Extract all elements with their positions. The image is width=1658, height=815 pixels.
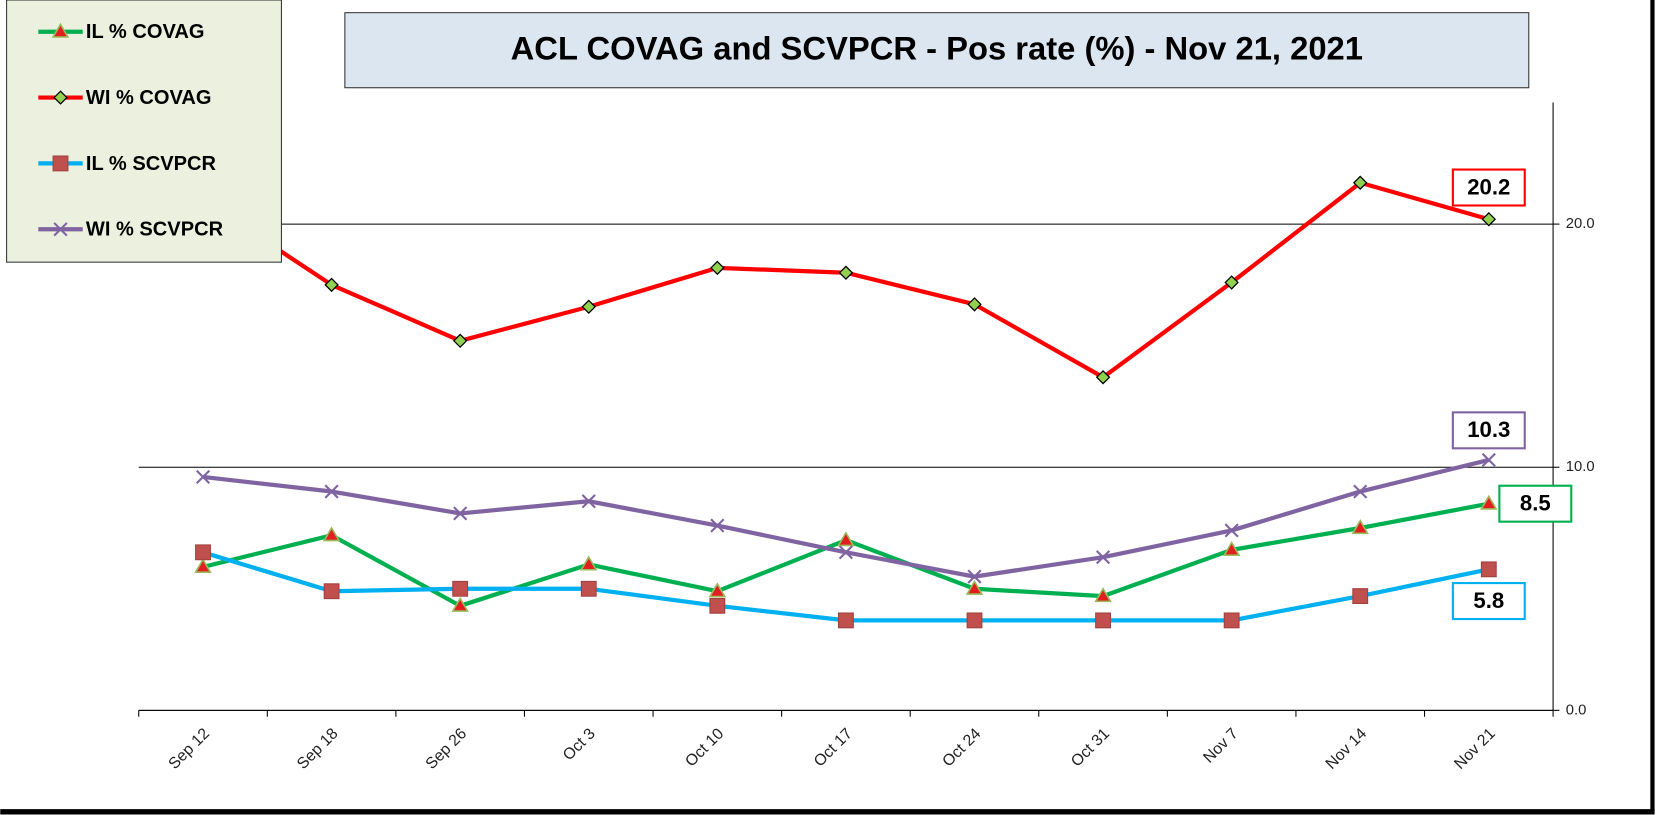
marker-square bbox=[837, 612, 854, 629]
legend-label: IL % COVAG bbox=[86, 21, 205, 43]
marker-diamond bbox=[1224, 275, 1239, 290]
x-tick-label: Oct 17 bbox=[811, 725, 856, 770]
marker-diamond bbox=[967, 297, 982, 312]
chart-title: ACL COVAG and SCVPCR - Pos rate (%) - No… bbox=[511, 29, 1363, 66]
data-label: 20.2 bbox=[1467, 174, 1510, 199]
marker-square bbox=[452, 580, 469, 597]
marker-x bbox=[53, 222, 68, 237]
series-line bbox=[201, 180, 1490, 380]
marker-triangle bbox=[708, 582, 727, 598]
marker-diamond bbox=[452, 333, 468, 349]
x-tick-label: Nov 7 bbox=[1200, 725, 1241, 766]
marker-triangle bbox=[51, 22, 70, 38]
marker-triangle bbox=[837, 531, 855, 547]
legend-label: IL % SCVPCR bbox=[86, 153, 217, 175]
marker-x bbox=[1224, 523, 1239, 538]
x-tick-label: Nov 21 bbox=[1451, 725, 1499, 773]
marker-diamond bbox=[1352, 175, 1368, 191]
y-tick-label: 0.0 bbox=[1566, 702, 1587, 718]
marker-x bbox=[838, 545, 854, 560]
marker-x bbox=[967, 569, 982, 584]
marker-x bbox=[1095, 550, 1111, 565]
data-label: 10.3 bbox=[1467, 417, 1510, 442]
marker-x bbox=[195, 469, 211, 485]
legend-label: WI % SCVPCR bbox=[86, 219, 224, 241]
marker-square bbox=[709, 597, 726, 614]
marker-square bbox=[323, 583, 340, 600]
marker-x bbox=[453, 506, 468, 521]
marker-diamond bbox=[1481, 211, 1497, 227]
legend-label: WI % COVAG bbox=[86, 87, 212, 109]
marker-diamond bbox=[324, 277, 339, 293]
marker-square bbox=[1480, 561, 1497, 578]
marker-square bbox=[195, 544, 211, 561]
marker-triangle bbox=[451, 596, 469, 612]
marker-square bbox=[1095, 612, 1111, 629]
y-tick-label: 10.0 bbox=[1566, 459, 1595, 475]
data-label-box bbox=[1451, 582, 1526, 621]
marker-triangle bbox=[1480, 494, 1498, 510]
marker-triangle bbox=[322, 526, 341, 542]
marker-x bbox=[1481, 452, 1496, 468]
x-tick-label: Oct 24 bbox=[939, 725, 984, 770]
x-tick-label: Sep 12 bbox=[166, 725, 214, 773]
marker-diamond bbox=[1095, 370, 1111, 385]
marker-x bbox=[581, 494, 596, 509]
data-label-box bbox=[1498, 484, 1573, 523]
marker-diamond bbox=[710, 260, 725, 276]
marker-square bbox=[1223, 612, 1240, 629]
marker-x bbox=[710, 518, 725, 533]
marker-triangle bbox=[1222, 540, 1241, 556]
x-tick-label: Oct 31 bbox=[1068, 725, 1113, 770]
data-label: 8.5 bbox=[1520, 491, 1551, 516]
data-label-box bbox=[1451, 168, 1526, 207]
marker-diamond bbox=[838, 265, 854, 280]
marker-square bbox=[52, 155, 69, 172]
data-label: 5.8 bbox=[1473, 588, 1504, 613]
marker-triangle bbox=[1351, 519, 1370, 535]
marker-x bbox=[324, 484, 339, 499]
marker-x bbox=[1353, 484, 1368, 499]
title-box bbox=[344, 12, 1530, 89]
marker-triangle bbox=[579, 555, 598, 571]
x-tick-label: Oct 3 bbox=[560, 725, 599, 764]
marker-triangle bbox=[965, 579, 984, 595]
y-tick-label: 20.0 bbox=[1566, 216, 1595, 232]
series-line bbox=[202, 550, 1490, 623]
marker-triangle bbox=[194, 557, 212, 573]
marker-diamond bbox=[53, 90, 68, 105]
x-tick-label: Sep 18 bbox=[294, 725, 342, 773]
x-tick-label: Nov 14 bbox=[1323, 725, 1371, 773]
data-label-box bbox=[1451, 411, 1526, 450]
x-tick-label: Sep 26 bbox=[423, 725, 471, 773]
marker-square bbox=[580, 580, 597, 597]
marker-square bbox=[966, 612, 983, 629]
marker-triangle bbox=[1094, 587, 1112, 603]
x-tick-label: Oct 10 bbox=[682, 725, 727, 770]
series-line bbox=[202, 457, 1490, 579]
legend-box bbox=[6, 0, 282, 263]
marker-diamond bbox=[581, 299, 596, 315]
legend: IL % COVAG WI % COVAG IL % SCVPCR WI % SCVP… bbox=[6, 0, 282, 263]
marker-square bbox=[1352, 588, 1369, 605]
